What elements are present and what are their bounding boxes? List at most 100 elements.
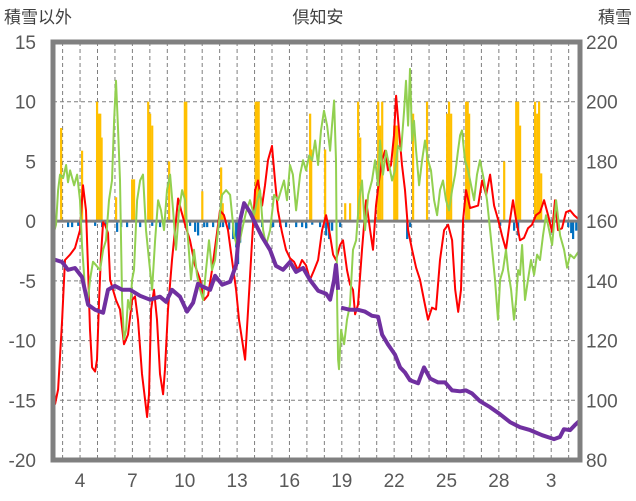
negative-bar [575,221,578,231]
left-axis-tick-label: 5 [25,152,36,173]
x-axis-tick-label: 16 [279,471,300,492]
negative-bar [203,221,206,228]
left-axis-tick-label: -20 [9,451,36,472]
tick-labels: 15 10 5 0 -5 -10 -15 -20 220 200 180 160 140 120 100 80… [9,33,618,492]
positive-bar [503,161,506,222]
positive-bar [447,101,451,222]
left-axis-title: 積雪以外 [4,8,72,28]
negative-bar [139,221,142,228]
gridlines [53,42,580,460]
negative-bar [158,221,162,228]
negative-bar [305,221,308,229]
left-axis-tick-label: -5 [19,272,36,293]
positive-bar [95,101,99,222]
positive-bar [425,101,429,222]
negative-bar [409,221,412,228]
positive-bar [257,101,260,222]
positive-bar [97,113,100,222]
positive-bar [132,179,136,222]
negative-bar [284,221,288,228]
negative-bar [197,221,200,236]
right-axis-tick-label: 120 [586,332,618,353]
right-axis-tick-label: 200 [586,93,618,114]
x-axis-tick-label: 19 [331,471,352,492]
negative-bar [151,221,154,226]
positive-bar [149,113,152,222]
positive-bar [517,101,520,222]
positive-bar [394,125,397,222]
x-axis-tick-label: 22 [384,471,405,492]
negative-bar [325,221,328,236]
right-axis-tick-label: 100 [586,391,618,412]
positive-bar [537,101,541,222]
positive-bar [468,113,471,222]
left-axis-tick-label: -15 [9,391,36,412]
green-series-line [52,67,581,371]
negative-bar [71,221,74,228]
negative-bar [221,221,225,228]
right-axis-tick-label: 220 [586,33,618,54]
left-axis-tick-label: 10 [15,93,36,114]
negative-bar [194,221,197,232]
negative-bar [206,221,209,228]
positive-bar [540,173,543,222]
negative-bar [311,221,314,225]
positive-bar [99,113,102,222]
positive-bar [185,101,188,222]
positive-bar [349,203,352,222]
positive-bar [536,113,539,222]
positive-bar [131,179,134,222]
positive-bar [515,101,518,222]
right-axis-tick-label: 140 [586,272,618,293]
negative-bar [272,221,275,228]
left-axis-tick-label: 0 [25,212,36,233]
positive-bar [220,167,223,222]
negative-bar [212,221,215,228]
positive-bar [310,149,313,222]
positive-bar [254,101,257,222]
positive-bar [533,101,537,222]
positive-bar [450,113,453,222]
negative-bar [77,221,80,226]
x-axis-tick-label: 10 [174,471,195,492]
positive-bar [446,113,449,222]
negative-bar [567,221,570,228]
positive-bar [324,149,327,222]
positive-bar [518,125,522,222]
plot-frame [50,39,583,463]
positive-bar [147,101,150,222]
negative-bar [116,221,119,232]
positive-bar [114,197,118,222]
negative-bar [94,221,97,226]
chart-title: 倶知安 [293,8,344,28]
positive-bar [255,101,259,222]
negative-bar [301,221,304,228]
positive-bar [201,191,204,222]
right-axis-tick-label: 180 [586,152,618,173]
positive-bar [151,125,154,222]
positive-bar [466,101,469,222]
positive-bar [396,125,399,222]
negative-bar [570,221,573,234]
lines [52,67,582,442]
negative-bar [235,221,238,248]
right-axis-tick-label: 80 [586,451,607,472]
negative-bar [513,221,516,231]
negative-bar [572,221,575,240]
negative-bar [67,221,70,228]
positive-bar [100,137,103,222]
positive-bar [183,101,186,222]
positive-bar [168,161,171,222]
negative-bar [339,221,342,228]
negative-bar [295,221,298,228]
positive-bar [344,203,347,222]
left-axis-tick-label: -10 [9,332,36,353]
negative-bar [331,221,334,231]
positive-bar [359,137,362,222]
positive-bar [357,101,360,222]
snow-depth-line [52,201,582,442]
negative-bar [105,221,108,225]
x-axis-tick-label: 13 [227,471,248,492]
x-axis-tick-label: 4 [75,471,86,492]
